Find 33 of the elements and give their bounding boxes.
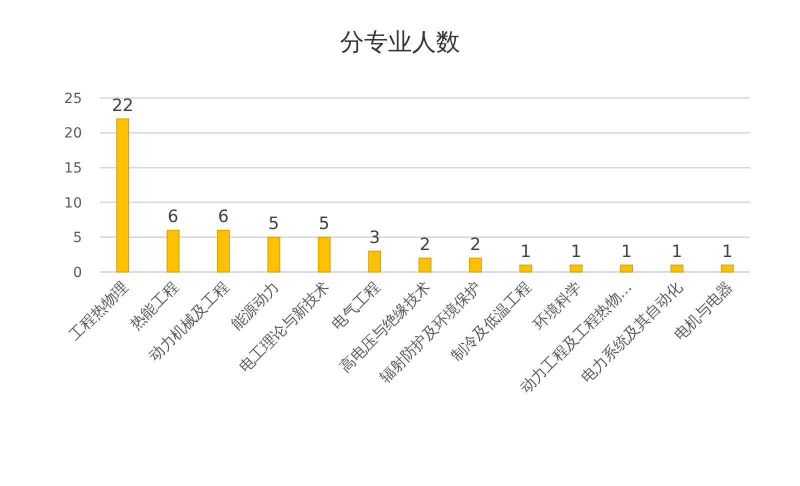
- bar: [570, 264, 583, 272]
- bar: [620, 264, 633, 272]
- data-label: 5: [268, 214, 280, 234]
- bar: [318, 236, 331, 272]
- bar: [468, 258, 482, 272]
- data-label: 6: [168, 207, 178, 228]
- bar: [116, 118, 130, 272]
- y-tick-label: 5: [73, 230, 82, 246]
- data-label: 22: [112, 96, 134, 116]
- y-tick-label: 15: [64, 160, 82, 176]
- bar: [418, 258, 432, 272]
- data-label: 3: [369, 228, 380, 248]
- data-label: 1: [722, 242, 733, 262]
- data-label: 2: [470, 235, 481, 256]
- bar: [368, 250, 382, 272]
- bar: [519, 264, 532, 272]
- data-label: 6: [218, 207, 229, 228]
- data-label: 5: [318, 214, 330, 234]
- bar: [267, 236, 280, 272]
- data-label: 1: [621, 242, 632, 262]
- bar: [670, 264, 684, 272]
- y-tick-label: 25: [64, 90, 82, 107]
- y-tick-label: 0: [73, 264, 82, 281]
- data-label: 1: [672, 242, 682, 262]
- bar: [217, 230, 230, 272]
- y-tick-label: 20: [64, 126, 82, 142]
- data-label: 2: [420, 235, 430, 256]
- chart-title: 分专业人数: [340, 28, 460, 56]
- bar: [166, 230, 180, 272]
- data-label: 1: [570, 242, 582, 262]
- bar: [720, 264, 734, 272]
- y-tick-label: 10: [64, 195, 82, 212]
- data-label: 1: [520, 242, 532, 262]
